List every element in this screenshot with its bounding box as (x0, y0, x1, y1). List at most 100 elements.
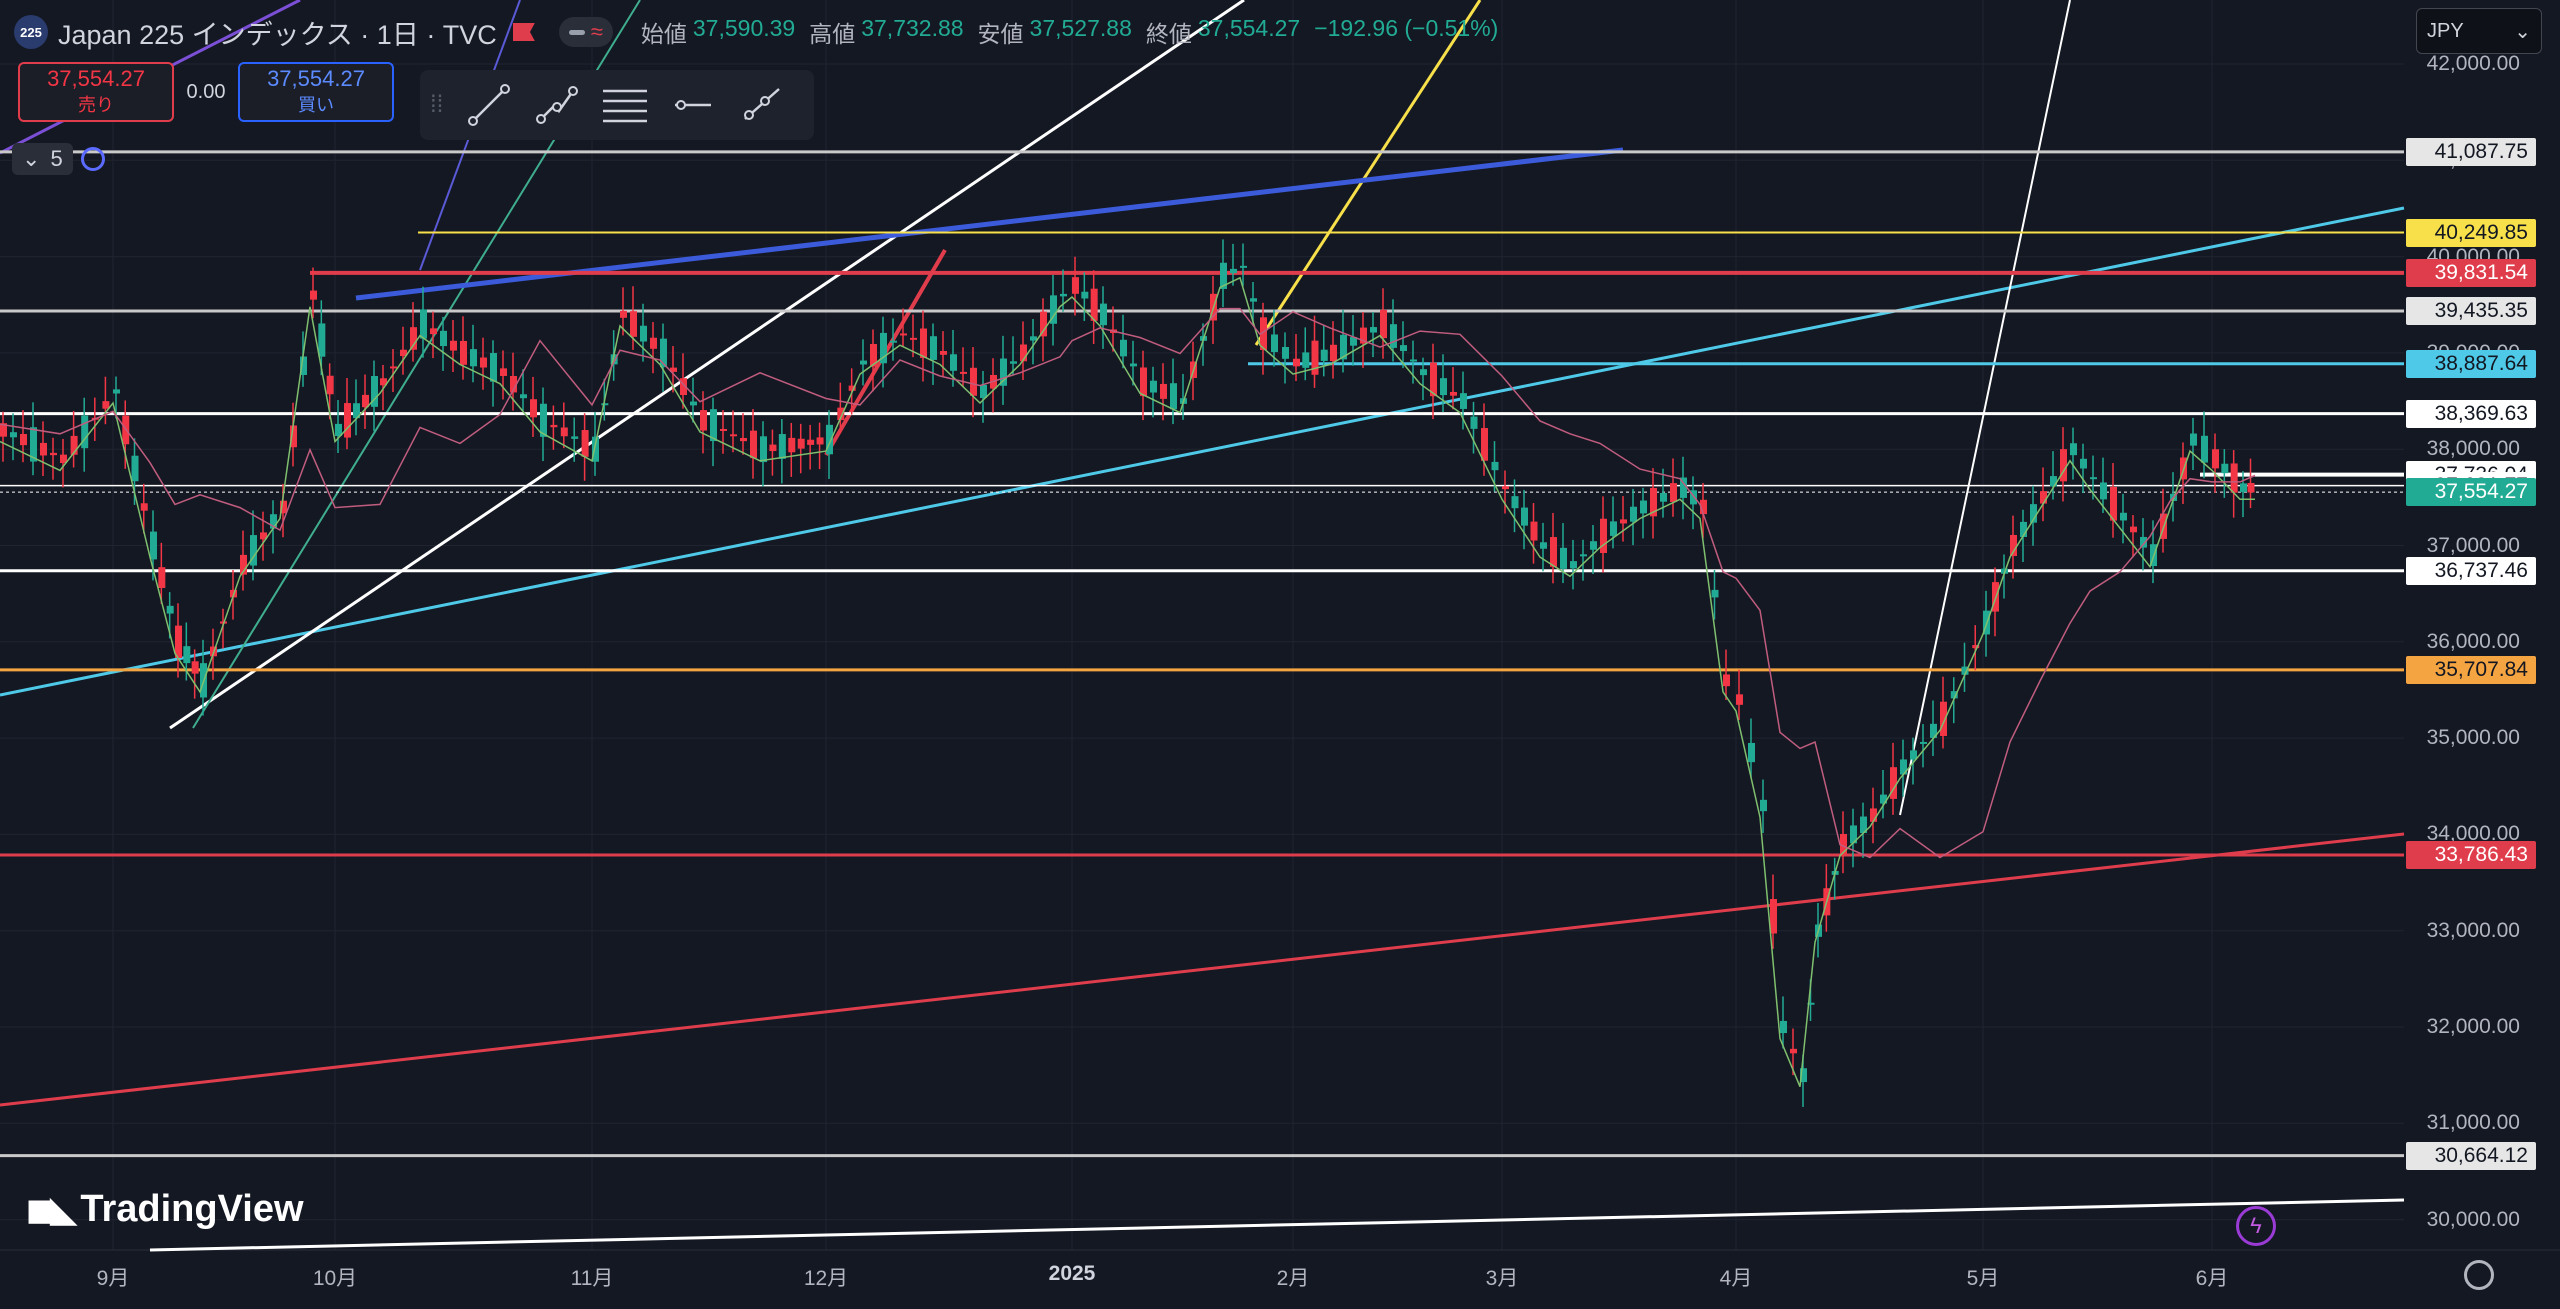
candle-body (1271, 334, 1278, 353)
candle-body (880, 332, 887, 364)
candle-body (1620, 519, 1627, 524)
candle-body (1350, 337, 1357, 346)
candle-body (480, 357, 487, 368)
candle-body (2030, 504, 2037, 523)
candle-body (1736, 694, 1743, 705)
candle-body (797, 438, 805, 449)
candle-body (1360, 327, 1367, 344)
price-tag[interactable]: 40,249.85 (2406, 218, 2536, 247)
currency-select[interactable]: JPY ⌄ (2416, 8, 2542, 54)
price-axis-tick: 37,000.00 (2426, 533, 2520, 557)
candle-body (450, 340, 457, 351)
price-tag[interactable]: 38,369.63 (2406, 399, 2536, 428)
candle-body (40, 442, 47, 456)
candle-body (260, 532, 267, 540)
candle-body (870, 343, 877, 367)
flag-icon[interactable] (512, 23, 535, 41)
chevron-down-icon: ⌄ (2514, 20, 2531, 43)
candle-body (1282, 347, 1289, 359)
candle-body (2090, 477, 2097, 480)
indicator-toggle[interactable]: ≈ (558, 17, 613, 47)
candle-body (890, 340, 897, 343)
candle-body (290, 425, 297, 448)
candle-body (788, 437, 796, 453)
candle-body (50, 452, 57, 456)
fib-icon[interactable] (598, 78, 652, 132)
candle-body (816, 437, 824, 445)
candle-body (860, 360, 867, 365)
candle-body (1502, 486, 1509, 490)
candle-body (2230, 463, 2238, 493)
indicators-collapse-button[interactable]: ⌄ 5 (12, 143, 73, 175)
candle-body (344, 403, 351, 438)
candle-body (2110, 486, 2117, 521)
candle-body (1700, 499, 1707, 515)
candle-body (1940, 701, 1947, 736)
candle-body (1311, 340, 1319, 375)
candle-body (1840, 834, 1847, 855)
ohlc-values: 始値 37,590.39 高値 37,732.88 安値 37,527.88 終値 37… (641, 15, 1506, 49)
candle-body (910, 337, 917, 340)
price-axis-tick: 35,000.00 (2426, 726, 2520, 750)
hline-icon[interactable] (666, 78, 720, 132)
candle-body (353, 403, 360, 419)
candle-body (1630, 506, 1637, 522)
price-tag[interactable]: 41,087.75 (2406, 137, 2536, 166)
candle-body (2040, 491, 2047, 504)
candle-body (140, 503, 148, 511)
time-axis-label: 6月 (2195, 1267, 2229, 1290)
buy-button[interactable]: 37,554.27 買い (238, 62, 394, 122)
candle-body (1610, 521, 1617, 536)
candle-body (1390, 324, 1397, 348)
symbol-title[interactable]: Japan 225 インデックス · 1日 · TVC (58, 19, 497, 50)
close-label: 終値 (1145, 21, 1192, 47)
open-label: 始値 (640, 21, 687, 47)
candle-body (490, 353, 497, 382)
price-tag[interactable]: 39,831.54 (2406, 258, 2536, 287)
candle-body (1910, 750, 1917, 760)
candle-body (769, 444, 777, 452)
price-tag[interactable]: 36,737.46 (2406, 556, 2536, 585)
trend-line (1899, 0, 2071, 816)
candle-body (670, 367, 677, 372)
open-value: 37,590.39 (692, 15, 796, 41)
candle-body (1170, 383, 1177, 410)
candle-body (571, 436, 579, 439)
path-icon[interactable] (530, 78, 584, 132)
gear-icon[interactable] (2464, 1260, 2494, 1290)
candle-body (1260, 317, 1267, 350)
lightning-icon[interactable]: ϟ (2236, 1206, 2276, 1246)
candle-body (2130, 526, 2137, 533)
chevron-down-icon: ⌄ (22, 146, 41, 171)
price-axis-tick: 42,000.00 (2426, 52, 2520, 75)
candle-body (750, 430, 757, 459)
drag-handle-icon[interactable]: ⁞⁞ (430, 91, 444, 118)
time-axis-label: 9月 (96, 1267, 130, 1290)
sell-button[interactable]: 37,554.27 売り (18, 62, 174, 122)
ray-icon[interactable] (734, 78, 788, 132)
candle-body (1600, 518, 1607, 553)
candle-body (1470, 416, 1478, 429)
trendline-icon[interactable] (462, 78, 516, 132)
trend-line (169, 0, 1245, 730)
price-tag[interactable]: 37,554.27 (2406, 478, 2536, 507)
candle-body (581, 430, 589, 457)
price-tag[interactable]: 33,786.43 (2406, 840, 2536, 869)
price-tag[interactable]: 38,887.64 (2406, 349, 2536, 378)
price-axis-tick: 33,000.00 (2426, 918, 2520, 942)
candle-body (730, 434, 737, 437)
price-tag[interactable]: 39,435.35 (2406, 296, 2536, 325)
symbol-logo-icon[interactable]: 225 (14, 15, 48, 49)
candle-body (630, 311, 637, 337)
candle-body (30, 427, 37, 462)
candle-body (980, 384, 987, 398)
candle-body (640, 325, 647, 342)
candle-body (440, 330, 447, 347)
candle-body (530, 399, 537, 418)
price-tag[interactable]: 35,707.84 (2406, 655, 2536, 684)
price-tag[interactable]: 30,664.12 (2406, 1141, 2536, 1170)
tradingview-logo[interactable]: ◼◣ TradingView (26, 1188, 304, 1231)
candle-body (470, 349, 477, 367)
candle-body (183, 646, 191, 664)
